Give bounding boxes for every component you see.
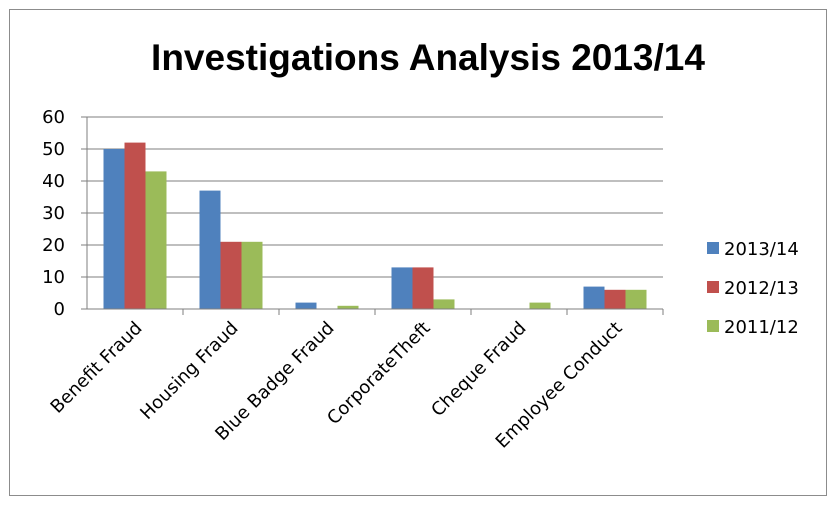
legend-label: 2012/13 xyxy=(724,278,799,299)
y-axis: 0 10 20 30 40 50 60 xyxy=(42,107,88,320)
bar-2013-14 xyxy=(199,190,221,309)
legend-swatch xyxy=(707,320,719,332)
y-tick-label: 30 xyxy=(42,203,65,224)
chart-title: Investigations Analysis 2013/14 xyxy=(151,37,705,78)
legend-label: 2011/12 xyxy=(724,317,799,338)
bar-2013-14 xyxy=(295,302,317,309)
legend-swatch xyxy=(707,242,719,254)
y-tick-label: 0 xyxy=(54,299,65,320)
y-tick-label: 20 xyxy=(42,235,65,256)
legend-swatch xyxy=(707,281,719,293)
y-tick-label: 50 xyxy=(42,139,65,160)
bar-2011-12 xyxy=(337,305,359,309)
legend: 2013/14 2012/13 2011/12 xyxy=(707,239,799,338)
y-tick-label: 10 xyxy=(42,267,65,288)
bar-2011-12 xyxy=(241,241,263,309)
bars xyxy=(103,142,647,309)
bar-2012-13 xyxy=(220,241,242,309)
bar-2011-12 xyxy=(433,299,455,309)
bar-2012-13 xyxy=(412,267,434,309)
y-tick-label: 40 xyxy=(42,171,65,192)
legend-label: 2013/14 xyxy=(724,239,799,260)
bar-2011-12 xyxy=(625,289,647,309)
bar-2011-12 xyxy=(145,171,167,309)
bar-2012-13 xyxy=(604,289,626,309)
bar-2011-12 xyxy=(529,302,551,309)
bar-2013-14 xyxy=(391,267,413,309)
bar-2012-13 xyxy=(124,142,146,309)
y-tick-label: 60 xyxy=(42,107,65,128)
bar-2013-14 xyxy=(583,286,605,309)
bar-2013-14 xyxy=(103,149,125,309)
